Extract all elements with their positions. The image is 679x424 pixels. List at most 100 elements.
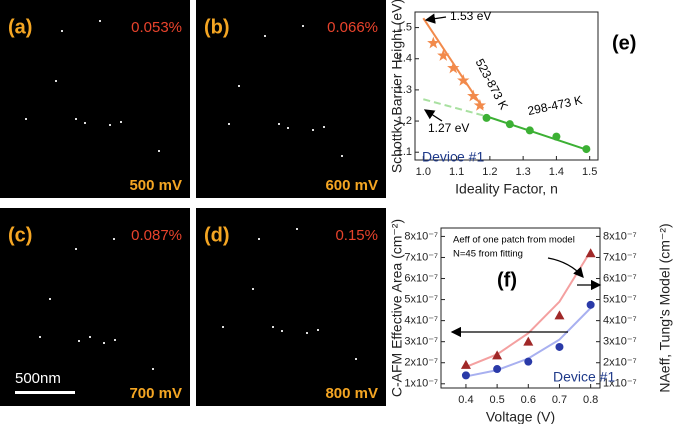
speck bbox=[258, 238, 260, 240]
coverage: 0.087% bbox=[131, 227, 182, 244]
y-tick-label: 8x10⁻⁷ bbox=[404, 230, 438, 242]
bias-voltage: 600 mV bbox=[325, 177, 378, 194]
bias-voltage: 700 mV bbox=[129, 385, 182, 402]
point bbox=[524, 357, 533, 366]
y2-tick-label: 7x10⁻⁷ bbox=[603, 251, 637, 263]
coverage: 0.053% bbox=[131, 19, 182, 36]
speck bbox=[302, 25, 304, 27]
speck bbox=[61, 30, 63, 32]
y2-tick-label: 3x10⁻⁷ bbox=[603, 336, 637, 348]
y2-tick-label: 4x10⁻⁷ bbox=[603, 315, 637, 327]
x-tick-label: 1.4 bbox=[549, 166, 564, 178]
point bbox=[427, 36, 440, 49]
point bbox=[460, 359, 471, 369]
scale-bar bbox=[15, 391, 75, 394]
panel-label: (b) bbox=[204, 16, 230, 38]
afm-image bbox=[196, 0, 386, 198]
x-axis-label: Voltage (V) bbox=[486, 409, 555, 424]
y2-tick-label: 6x10⁻⁷ bbox=[603, 272, 637, 284]
point bbox=[461, 371, 470, 380]
x-tick-label: 0.6 bbox=[521, 394, 536, 406]
afm-image bbox=[196, 208, 386, 406]
y-tick-label: 1.2 bbox=[397, 115, 412, 127]
point bbox=[523, 336, 534, 346]
annotation: Aeff of one patch from model bbox=[453, 235, 575, 246]
speck bbox=[317, 329, 319, 331]
x-tick-label: 1.5 bbox=[582, 166, 597, 178]
y-axis-label: Schottky Barrier Height (eV) bbox=[389, 0, 405, 173]
y2-tick-label: 1x10⁻⁷ bbox=[603, 378, 637, 390]
annotation: Device #1 bbox=[553, 369, 615, 385]
panel-label: (f) bbox=[497, 269, 517, 291]
scale-bar-label: 500nm bbox=[15, 370, 61, 387]
speck bbox=[103, 342, 105, 344]
y-tick-label: 7x10⁻⁷ bbox=[404, 251, 438, 263]
y-tick-label: 3x10⁻⁷ bbox=[404, 336, 438, 348]
point bbox=[493, 365, 502, 374]
point bbox=[586, 300, 595, 309]
plot-frame bbox=[440, 227, 601, 389]
x-tick-label: 0.8 bbox=[583, 394, 598, 406]
speck bbox=[75, 248, 77, 250]
y-tick-label: 1.3 bbox=[397, 84, 412, 96]
annotation: 298-473 K bbox=[526, 93, 583, 118]
speck bbox=[272, 326, 274, 328]
point bbox=[447, 61, 460, 74]
x-tick-label: 0.4 bbox=[458, 394, 473, 406]
point bbox=[554, 310, 565, 320]
point bbox=[482, 113, 491, 122]
speck bbox=[25, 118, 27, 120]
fit-line bbox=[465, 250, 592, 368]
speck bbox=[89, 336, 91, 338]
y-tick-label: 6x10⁻⁷ bbox=[404, 272, 438, 284]
y2-tick-label: 5x10⁻⁷ bbox=[603, 293, 637, 305]
speck bbox=[323, 126, 325, 128]
speck bbox=[84, 122, 86, 124]
coverage: 0.066% bbox=[327, 19, 378, 36]
speck bbox=[114, 339, 116, 341]
speck bbox=[312, 129, 314, 131]
speck bbox=[264, 35, 266, 37]
speck bbox=[109, 124, 111, 126]
speck bbox=[75, 118, 77, 120]
speck bbox=[287, 127, 289, 129]
point bbox=[467, 89, 480, 102]
fit-line bbox=[486, 115, 590, 152]
speck bbox=[296, 228, 298, 230]
point bbox=[555, 342, 564, 351]
panel-label: (e) bbox=[612, 32, 636, 54]
speck bbox=[341, 155, 343, 157]
y-tick-label: 1x10⁻⁷ bbox=[404, 378, 438, 390]
speck bbox=[158, 150, 160, 152]
x-tick-label: 1.0 bbox=[416, 166, 431, 178]
x-tick-label: 1.3 bbox=[515, 166, 530, 178]
y-tick-label: 4x10⁻⁷ bbox=[404, 315, 438, 327]
afm-image bbox=[0, 0, 190, 198]
x-tick-label: 1.2 bbox=[482, 166, 497, 178]
y2-tick-label: 8x10⁻⁷ bbox=[603, 230, 637, 242]
speck bbox=[355, 358, 357, 360]
speck bbox=[238, 85, 240, 87]
bias-voltage: 800 mV bbox=[325, 385, 378, 402]
y2-tick-label: 2x10⁻⁷ bbox=[603, 357, 637, 369]
y-tick-label: 5x10⁻⁷ bbox=[404, 293, 438, 305]
x-tick-label: 1.1 bbox=[449, 166, 464, 178]
point bbox=[492, 350, 503, 360]
coverage: 0.15% bbox=[335, 227, 378, 244]
panel-label: (d) bbox=[204, 224, 230, 246]
arrow bbox=[424, 13, 447, 24]
arrow bbox=[547, 257, 584, 278]
x-tick-label: 0.5 bbox=[489, 394, 504, 406]
y-tick-label: 1.5 bbox=[397, 21, 412, 33]
annotation: N=45 from fitting bbox=[453, 249, 523, 260]
arrow bbox=[423, 109, 443, 122]
arrows bbox=[423, 13, 602, 338]
speck bbox=[55, 80, 57, 82]
plot-frame bbox=[414, 11, 599, 161]
speck bbox=[152, 368, 154, 370]
annotation: Device #1 bbox=[422, 149, 484, 165]
panel-label: (c) bbox=[8, 224, 32, 246]
speck bbox=[120, 121, 122, 123]
fit-line bbox=[422, 17, 485, 110]
